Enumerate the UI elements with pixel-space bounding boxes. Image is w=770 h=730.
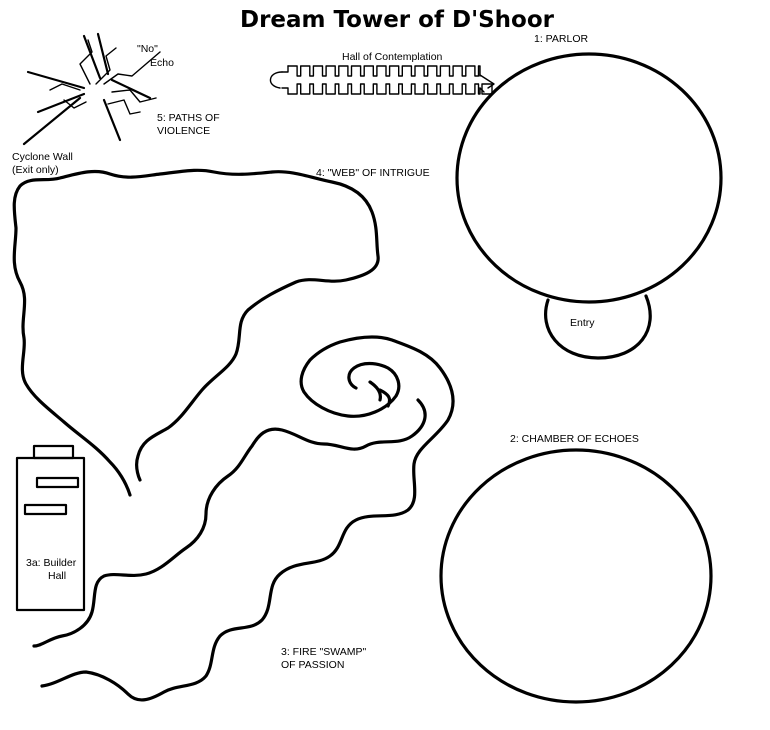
no-echo-label-line2: Echo — [150, 57, 174, 69]
web-label: 4: "WEB" OF INTRIGUE — [316, 167, 430, 179]
entry-room — [544, 294, 652, 360]
paths-of-violence — [22, 32, 161, 146]
parlor-label: 1: PARLOR — [534, 33, 588, 45]
cyclone-label-line1: Cyclone Wall — [12, 151, 73, 163]
chamber-of-echoes-room — [439, 448, 713, 704]
web-of-intrigue-region — [12, 168, 380, 497]
fire-swamp-region — [32, 335, 455, 702]
fire-swamp-label-line2: OF PASSION — [281, 659, 344, 671]
entry-label: Entry — [570, 317, 595, 329]
paths-label-line2: VIOLENCE — [157, 125, 210, 137]
no-echo-label-line1: "No" — [137, 43, 158, 55]
builder-hall-room — [15, 444, 86, 612]
hall-of-contemplation — [269, 65, 495, 95]
fire-swamp-label-line1: 3: FIRE "SWAMP" — [281, 646, 367, 658]
chamber-label: 2: CHAMBER OF ECHOES — [510, 433, 639, 445]
hall-label: Hall of Contemplation — [342, 51, 443, 63]
cyclone-label-line2: (Exit only) — [12, 164, 59, 176]
builder-hall-label-line2: Hall — [48, 570, 66, 582]
builder-hall-label-line1: 3a: Builder — [26, 557, 77, 569]
parlor-room — [455, 52, 723, 304]
map-title: Dream Tower of D'Shoor — [240, 7, 555, 33]
paths-label-line1: 5: PATHS OF — [157, 112, 220, 124]
